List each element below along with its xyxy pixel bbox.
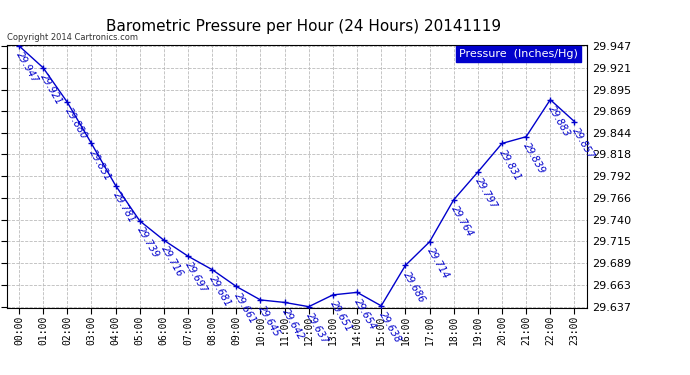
Text: 29.697: 29.697 [184,260,209,295]
Text: 29.921: 29.921 [39,72,64,106]
Text: 29.716: 29.716 [159,244,185,279]
Text: Copyright 2014 Cartronics.com: Copyright 2014 Cartronics.com [7,33,138,42]
Text: 29.651: 29.651 [328,299,354,334]
Text: 29.857: 29.857 [570,126,595,160]
Text: 29.831: 29.831 [87,148,112,182]
Text: 29.764: 29.764 [449,204,475,239]
Text: 29.661: 29.661 [232,291,257,326]
Text: 29.781: 29.781 [111,190,137,225]
Text: 29.714: 29.714 [425,246,451,281]
Text: 29.681: 29.681 [208,274,233,309]
Text: 29.883: 29.883 [546,104,571,139]
Text: 29.839: 29.839 [522,141,547,176]
Text: 29.654: 29.654 [353,297,378,331]
Text: 29.686: 29.686 [401,270,426,304]
Text: 29.947: 29.947 [14,50,40,85]
Text: 29.831: 29.831 [497,148,523,182]
Text: 29.638: 29.638 [377,310,402,345]
Text: 29.642: 29.642 [280,307,306,341]
Text: 29.739: 29.739 [135,225,161,260]
Text: 29.637: 29.637 [304,311,330,346]
Text: Barometric Pressure per Hour (24 Hours) 20141119: Barometric Pressure per Hour (24 Hours) … [106,19,501,34]
Text: 29.645: 29.645 [256,304,282,339]
Text: 29.797: 29.797 [473,176,499,211]
Text: 29.880: 29.880 [63,106,88,141]
Text: Pressure  (Inches/Hg): Pressure (Inches/Hg) [459,49,578,59]
